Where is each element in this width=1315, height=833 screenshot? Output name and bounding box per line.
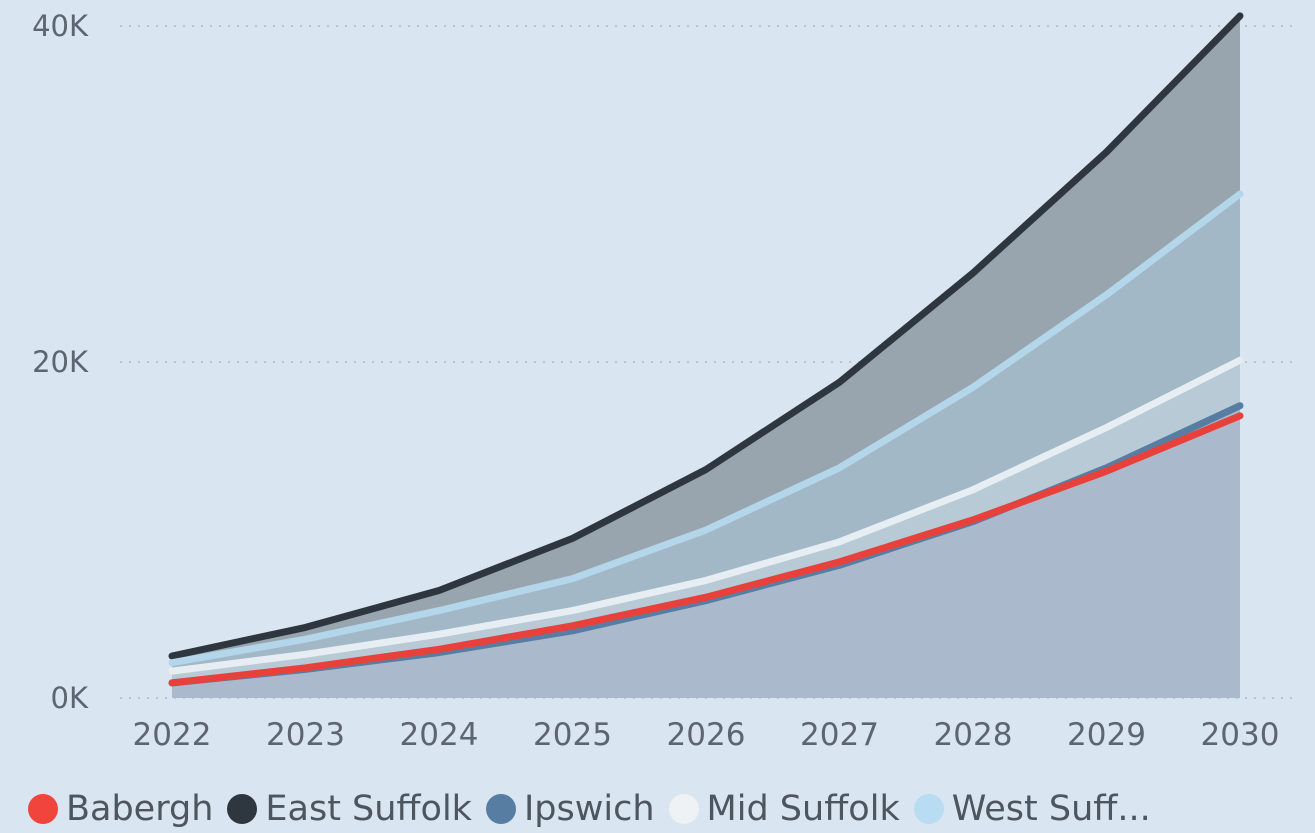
legend-label: Ipswich: [523, 789, 655, 829]
legend-item[interactable]: Babergh: [28, 789, 213, 829]
y-tick-label: 20K: [32, 345, 89, 379]
x-tick-label: 2028: [934, 717, 1013, 753]
x-tick-label: 2023: [266, 717, 345, 753]
legend-item[interactable]: Ipswich: [485, 789, 655, 829]
legend-label: Mid Suffolk: [706, 789, 900, 829]
legend-marker: [485, 794, 516, 824]
y-tick-label: 0K: [51, 681, 89, 715]
x-tick-label: 2030: [1201, 717, 1280, 753]
legend-marker: [913, 794, 944, 824]
legend: Babergh East Suffolk Ipswich Mid Suffolk Wes…: [28, 786, 1165, 832]
series-line-mid-suffolk: [168, 356, 1244, 675]
x-tick-label: 2024: [400, 717, 479, 753]
series-line-west-suff-: [168, 190, 1244, 667]
legend-marker: [28, 794, 58, 824]
legend-label: West Suff...: [951, 789, 1151, 829]
legend-label: East Suffolk: [265, 789, 472, 829]
legend-item[interactable]: Mid Suffolk: [668, 789, 900, 829]
x-tick-label: 2027: [800, 717, 879, 753]
x-tick-label: 2029: [1067, 717, 1146, 753]
x-tick-label: 2026: [667, 717, 746, 753]
legend-label: Babergh: [66, 789, 214, 829]
legend-marker: [668, 794, 699, 824]
x-tick-label: 2022: [133, 717, 212, 753]
y-tick-label: 40K: [32, 9, 89, 43]
chart-plot: 0K 20K 40K 2022 2023 2024 2025 2026 2027 2028 2029…: [32, 9, 1295, 753]
legend-item[interactable]: West Suff...: [913, 789, 1151, 829]
series-line-babergh: [168, 412, 1244, 687]
x-tick-label: 2025: [533, 717, 612, 753]
legend-item[interactable]: East Suffolk: [227, 789, 472, 829]
legend-marker: [227, 794, 258, 824]
area-ipswich: [172, 405, 1240, 698]
series-line-east-suffolk: [168, 12, 1244, 660]
